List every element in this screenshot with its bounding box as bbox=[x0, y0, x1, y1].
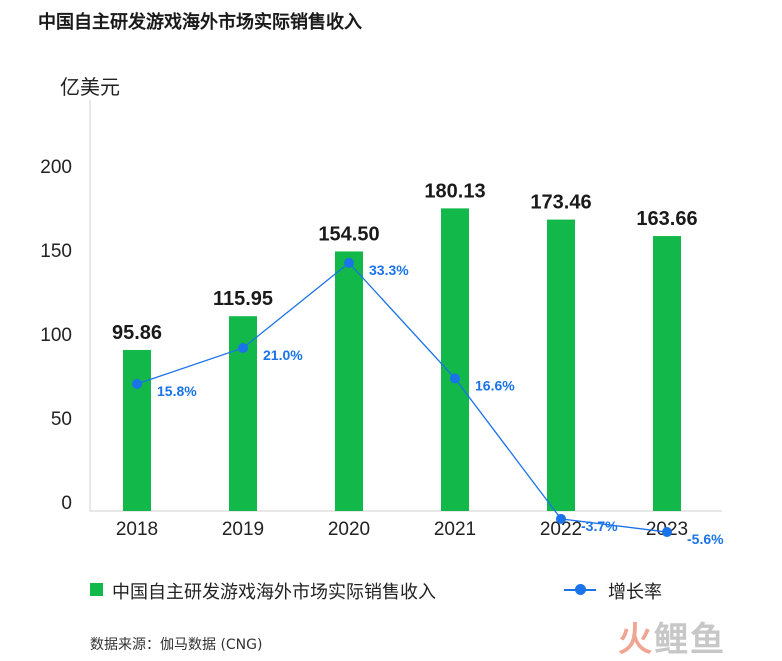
bar bbox=[547, 219, 575, 511]
bar-value-label: 95.86 bbox=[112, 322, 162, 344]
growth-value-label: 21.0% bbox=[263, 347, 303, 363]
x-tick-label: 2020 bbox=[328, 519, 370, 540]
bar-value-label: 154.50 bbox=[318, 223, 379, 245]
growth-value-label: 15.8% bbox=[157, 383, 197, 399]
bar-labels: 95.86 115.95 154.50 180.13 173.46 163.66 bbox=[112, 180, 698, 344]
growth-point bbox=[238, 342, 248, 353]
y-tick-label: 150 bbox=[40, 241, 72, 262]
bar bbox=[335, 251, 363, 511]
bar-value-label: 163.66 bbox=[636, 208, 697, 230]
y-tick-label: 50 bbox=[51, 409, 72, 430]
bar-value-label: 173.46 bbox=[530, 192, 591, 214]
legend-bar-label: 中国自主研发游戏海外市场实际销售收入 bbox=[112, 582, 436, 603]
source-note: 数据来源：伽马数据 (CNG) bbox=[90, 637, 263, 653]
x-tick-label: 2022 bbox=[540, 519, 582, 540]
growth-value-label: 16.6% bbox=[475, 377, 515, 393]
y-tick-label: 100 bbox=[40, 325, 72, 346]
growth-value-label: 33.3% bbox=[369, 262, 409, 278]
growth-value-label: -5.6% bbox=[687, 531, 724, 547]
growth-point bbox=[662, 527, 672, 538]
legend-line-label: 增长率 bbox=[608, 582, 662, 603]
bar bbox=[123, 349, 151, 511]
legend: 中国自主研发游戏海外市场实际销售收入 增长率 bbox=[0, 578, 782, 604]
x-tick-label: 2018 bbox=[116, 519, 158, 540]
chart-title: 中国自主研发游戏海外市场实际销售收入 bbox=[38, 12, 362, 33]
y-tick-label: 0 bbox=[61, 493, 72, 514]
watermark-logo: 火鲤鱼 bbox=[618, 620, 726, 660]
y-axis-label: 亿美元 bbox=[60, 75, 120, 99]
growth-point bbox=[344, 257, 354, 268]
bars bbox=[123, 208, 681, 512]
growth-point bbox=[450, 373, 460, 384]
bar-value-label: 180.13 bbox=[424, 180, 485, 202]
x-ticks: 201820192020202120222023 bbox=[116, 519, 688, 540]
growth-point bbox=[556, 513, 566, 524]
growth-point bbox=[132, 378, 142, 389]
legend-dot-icon bbox=[575, 584, 586, 595]
growth-line: 15.8% 21.0% 33.3% 16.6% -3.7% -5.6% bbox=[132, 257, 724, 547]
bar-value-label: 115.95 bbox=[213, 288, 273, 310]
growth-series-line bbox=[136, 261, 668, 533]
growth-value-label: -3.7% bbox=[581, 518, 618, 534]
chart: 亿美元 0 50 100 150 200 95.86 115.95 154.50 180.13… bbox=[40, 75, 724, 547]
bar bbox=[653, 236, 681, 511]
x-tick-label: 2019 bbox=[222, 519, 264, 540]
x-tick-label: 2021 bbox=[434, 519, 476, 540]
bar bbox=[441, 208, 469, 512]
y-tick-label: 200 bbox=[40, 157, 72, 178]
legend-bar-swatch bbox=[90, 583, 103, 596]
y-ticks: 0 50 100 150 200 bbox=[40, 157, 72, 514]
